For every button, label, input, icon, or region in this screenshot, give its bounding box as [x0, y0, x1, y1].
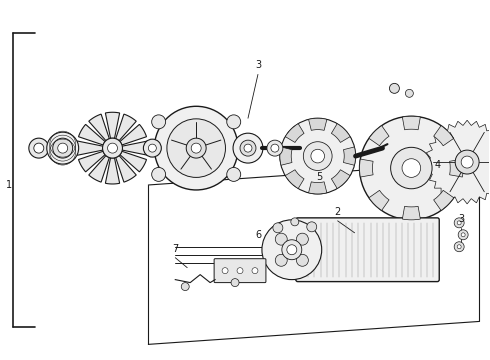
Circle shape [181, 283, 189, 291]
Circle shape [296, 233, 308, 245]
Circle shape [152, 167, 166, 181]
Wedge shape [369, 126, 389, 146]
Circle shape [29, 138, 49, 158]
Circle shape [167, 119, 225, 177]
Circle shape [154, 106, 238, 190]
Text: 1: 1 [6, 180, 12, 190]
Polygon shape [425, 120, 490, 204]
Circle shape [391, 147, 432, 189]
Wedge shape [331, 170, 350, 189]
Circle shape [144, 139, 161, 157]
Circle shape [107, 143, 118, 153]
Circle shape [282, 240, 302, 260]
Circle shape [458, 230, 468, 240]
Circle shape [231, 279, 239, 287]
Text: 5: 5 [317, 172, 323, 182]
Circle shape [262, 220, 322, 280]
Wedge shape [450, 159, 463, 177]
Circle shape [275, 233, 287, 245]
Text: 2: 2 [335, 207, 341, 217]
FancyBboxPatch shape [214, 259, 266, 283]
Circle shape [273, 223, 283, 233]
Circle shape [227, 167, 241, 181]
Polygon shape [122, 141, 148, 155]
Wedge shape [309, 118, 327, 130]
Circle shape [461, 233, 465, 237]
Circle shape [303, 142, 332, 171]
FancyBboxPatch shape [296, 218, 439, 282]
Circle shape [457, 245, 461, 249]
Wedge shape [434, 126, 454, 146]
Circle shape [222, 268, 228, 274]
Polygon shape [76, 141, 103, 155]
Circle shape [360, 116, 463, 220]
Text: 3: 3 [255, 60, 261, 71]
Wedge shape [343, 147, 356, 165]
Wedge shape [369, 190, 389, 211]
Polygon shape [116, 156, 136, 182]
Circle shape [244, 144, 252, 152]
Circle shape [455, 150, 479, 174]
Circle shape [287, 245, 297, 255]
Circle shape [237, 268, 243, 274]
Wedge shape [402, 206, 420, 220]
Circle shape [402, 159, 421, 177]
Wedge shape [402, 116, 420, 130]
Polygon shape [78, 125, 105, 145]
Wedge shape [331, 123, 350, 143]
Circle shape [58, 143, 68, 153]
Circle shape [267, 140, 283, 156]
Polygon shape [105, 112, 120, 138]
Wedge shape [360, 159, 373, 177]
Circle shape [227, 115, 241, 129]
Text: 4: 4 [434, 160, 441, 170]
Wedge shape [309, 182, 327, 194]
Circle shape [271, 144, 279, 152]
Circle shape [405, 89, 414, 97]
Circle shape [454, 218, 464, 228]
Polygon shape [105, 158, 120, 184]
Circle shape [461, 156, 473, 168]
Circle shape [291, 218, 299, 226]
Circle shape [252, 268, 258, 274]
Polygon shape [89, 156, 109, 182]
Circle shape [102, 138, 122, 158]
Circle shape [34, 143, 44, 153]
Polygon shape [120, 125, 147, 145]
Circle shape [296, 254, 308, 266]
Wedge shape [280, 147, 292, 165]
Wedge shape [434, 190, 454, 211]
Polygon shape [120, 151, 147, 172]
Text: 7: 7 [172, 244, 178, 254]
Circle shape [240, 140, 256, 156]
Polygon shape [89, 114, 109, 141]
Polygon shape [116, 114, 136, 141]
Circle shape [186, 138, 206, 158]
Text: 6: 6 [255, 230, 261, 240]
Circle shape [457, 221, 461, 225]
Circle shape [152, 115, 166, 129]
Circle shape [191, 143, 201, 153]
Wedge shape [285, 123, 304, 143]
Circle shape [390, 84, 399, 93]
Text: 3: 3 [458, 214, 464, 224]
Polygon shape [78, 151, 105, 172]
Circle shape [47, 132, 78, 164]
Circle shape [233, 133, 263, 163]
Circle shape [307, 222, 317, 232]
Wedge shape [285, 170, 304, 189]
Circle shape [148, 144, 156, 152]
Circle shape [53, 138, 73, 158]
Circle shape [454, 242, 464, 252]
Circle shape [311, 149, 324, 163]
Circle shape [280, 118, 356, 194]
Circle shape [275, 254, 287, 266]
